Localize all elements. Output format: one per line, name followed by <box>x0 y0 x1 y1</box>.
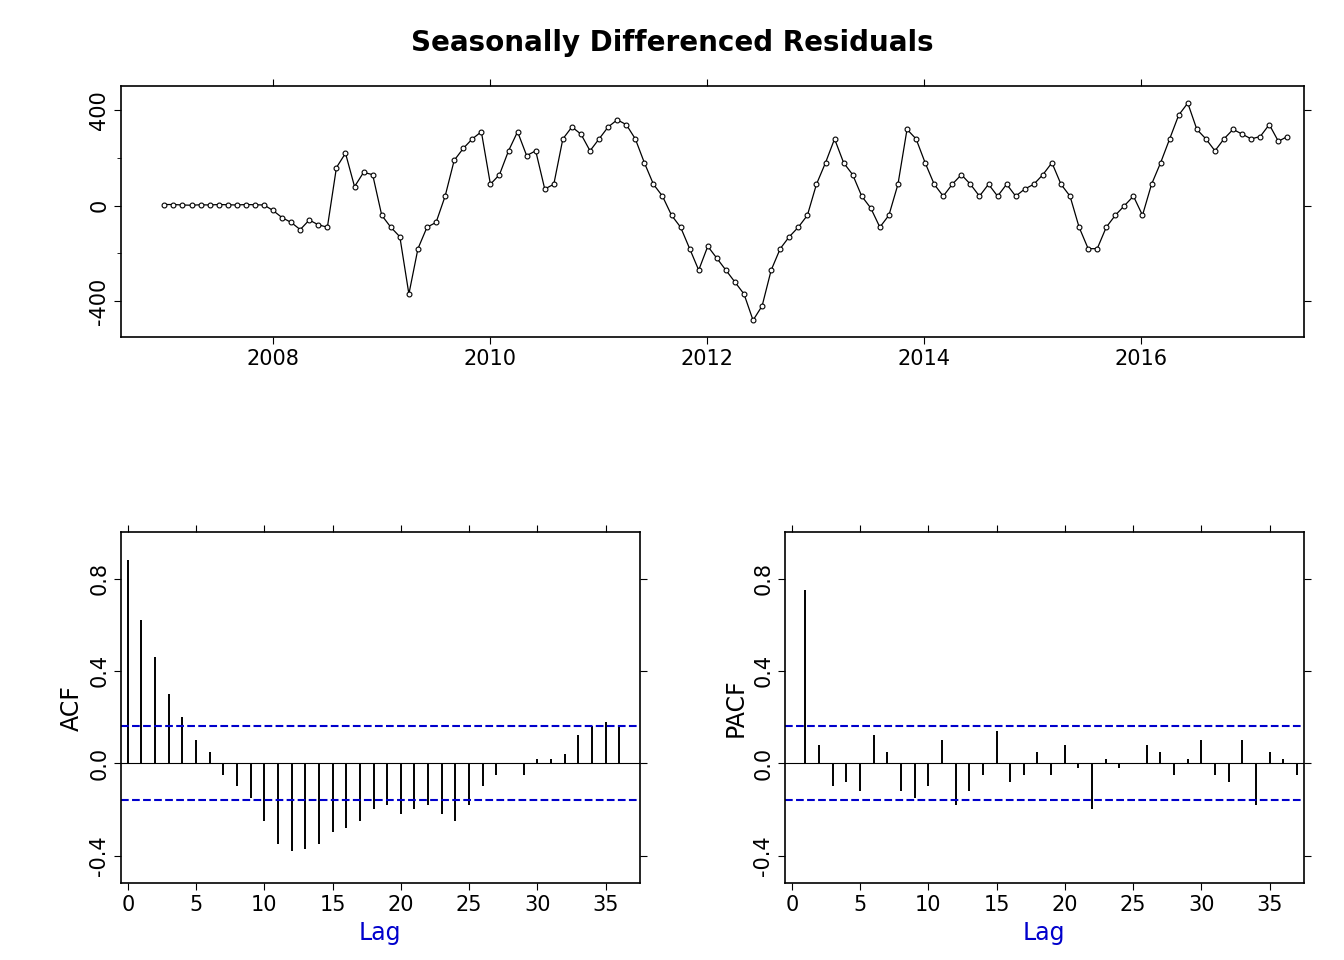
Text: Seasonally Differenced Residuals: Seasonally Differenced Residuals <box>411 29 933 57</box>
X-axis label: Lag: Lag <box>1023 921 1066 945</box>
Y-axis label: PACF: PACF <box>723 679 747 737</box>
Y-axis label: ACF: ACF <box>59 684 83 731</box>
X-axis label: Lag: Lag <box>359 921 402 945</box>
